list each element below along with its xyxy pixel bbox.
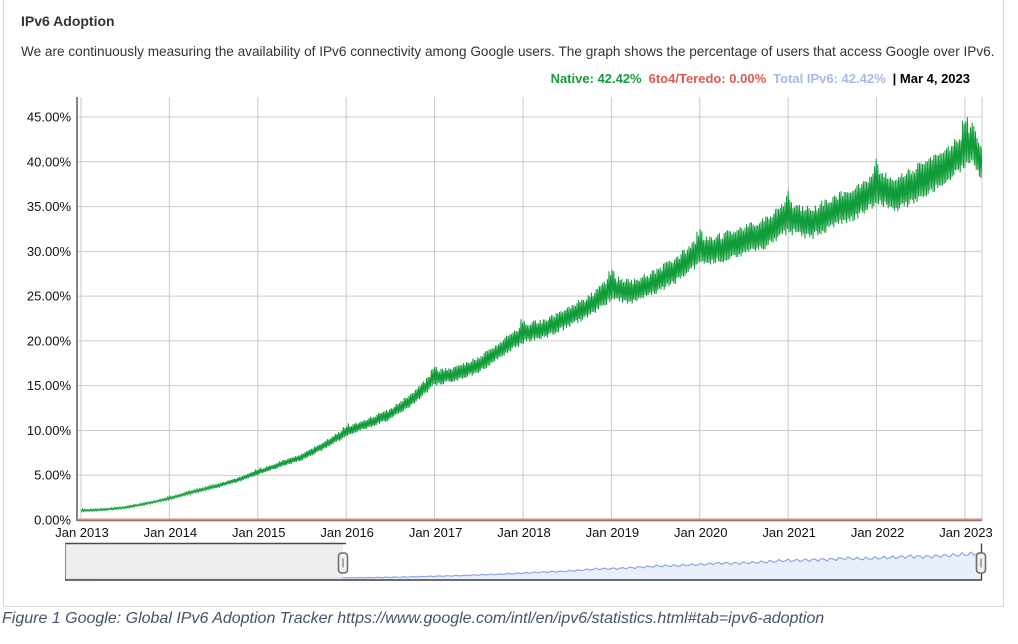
chart-legend: Native: 42.42% 6to4/Teredo: 0.00% Total IP… (551, 71, 970, 86)
y-axis-label: 40.00% (27, 154, 72, 169)
slider-selected-region[interactable] (343, 544, 982, 581)
legend-item-6to4-teredo: 6to4/Teredo: 0.00% (648, 71, 767, 86)
y-axis-label: 35.00% (27, 199, 72, 214)
y-axis-label: 15.00% (27, 378, 72, 393)
chart-description: We are continuously measuring the availa… (21, 44, 995, 59)
figure-caption: Figure 1 Google: Global IPv6 Adoption Tr… (2, 610, 825, 627)
legend-date-label: | Mar 4, 2023 (892, 71, 970, 86)
y-axis-label: 0.00% (34, 513, 71, 528)
plot-axes (76, 97, 982, 522)
x-axis-label: Jan 2018 (497, 525, 551, 540)
native-series-line (80, 116, 982, 513)
legend-item-total-ipv6: Total IPv6: 42.42% (773, 71, 886, 86)
x-axis-label: Jan 2020 (674, 525, 728, 540)
plot-series (77, 97, 982, 521)
y-axis-label: 5.00% (34, 468, 71, 483)
x-axis-label: Jan 2022 (851, 525, 905, 540)
slider-mini-chart-area (65, 552, 981, 580)
y-axis-label: 30.00% (27, 244, 72, 259)
x-axis-label: Jan 2023 (939, 525, 993, 540)
x-axis-label: Jan 2021 (762, 525, 816, 540)
range-slider (64, 542, 987, 581)
x-axis-label: Jan 2014 (144, 525, 198, 540)
slider-right-handle[interactable] (975, 552, 987, 574)
y-axis-label: 20.00% (27, 333, 72, 348)
plot-hover-area[interactable] (77, 97, 982, 520)
slider-left-handle[interactable] (337, 552, 349, 574)
slider-left-handle-grip-line (342, 558, 344, 568)
x-axis-label: Jan 2017 (409, 525, 463, 540)
y-axis-label: 45.00% (27, 110, 72, 125)
slider-right-handle-grip-line (980, 558, 982, 568)
y-axis-label: 10.00% (27, 423, 72, 438)
y-axis-label: 25.00% (27, 289, 72, 304)
x-axis-label: Jan 2019 (586, 525, 640, 540)
page-title: IPv6 Adoption (21, 13, 115, 29)
axis-labels: 0.00% 5.00% 10.00% 15.00% 20.00% 25.00% 30.00%… (27, 110, 993, 540)
slider-unselected-region[interactable] (65, 543, 343, 581)
x-axis-label: Jan 2015 (232, 525, 286, 540)
legend-item-native: Native: 42.42% (550, 71, 642, 86)
x-axis-label: Jan 2016 (320, 525, 374, 540)
x-axis-label: Jan 2013 (55, 525, 109, 540)
